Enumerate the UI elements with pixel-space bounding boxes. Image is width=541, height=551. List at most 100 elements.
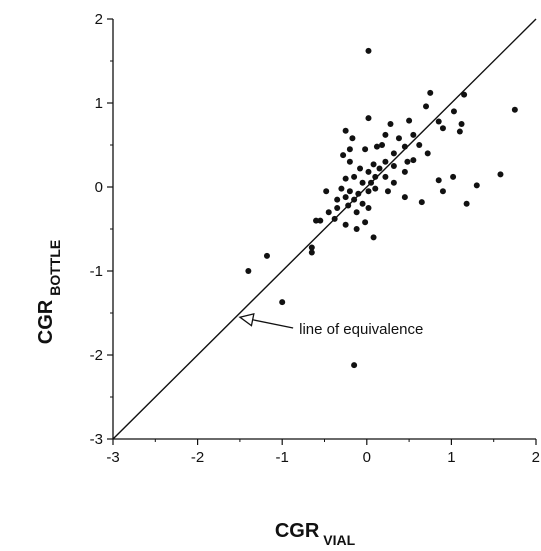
data-point xyxy=(340,152,347,159)
data-point xyxy=(342,127,349,134)
data-point xyxy=(387,121,394,127)
data-point xyxy=(346,158,353,165)
y-tick-label: 1 xyxy=(95,95,103,112)
data-point xyxy=(351,196,358,203)
data-point xyxy=(390,163,397,169)
data-point xyxy=(365,47,372,54)
data-point xyxy=(365,115,372,122)
data-point xyxy=(376,165,383,172)
data-point xyxy=(463,200,470,207)
data-point xyxy=(473,182,480,189)
data-point xyxy=(365,168,372,175)
data-point xyxy=(245,268,252,274)
data-point xyxy=(450,108,457,115)
data-point xyxy=(359,200,366,207)
data-point xyxy=(423,103,430,110)
data-point xyxy=(410,131,417,138)
data-point xyxy=(458,121,465,127)
data-point xyxy=(439,188,446,195)
data-point xyxy=(362,146,369,153)
data-point xyxy=(359,179,366,186)
x-axis-title-sub: VIAL xyxy=(323,532,355,548)
data-point xyxy=(456,128,463,135)
data-point xyxy=(351,362,358,369)
data-point xyxy=(342,221,349,228)
data-point xyxy=(382,173,389,180)
annotation: line of equivalence xyxy=(238,313,423,338)
x-axis-title-main: CGR xyxy=(275,520,320,542)
x-tick-label: 0 xyxy=(363,449,371,466)
data-point xyxy=(331,215,338,222)
data-point xyxy=(404,158,411,165)
data-point xyxy=(313,217,320,224)
data-point xyxy=(342,175,349,182)
data-point xyxy=(342,194,349,201)
y-axis-title-main: CGR xyxy=(35,299,57,344)
line-of-equivalence xyxy=(112,18,537,440)
annotation-arrow-head xyxy=(238,313,255,327)
data-point xyxy=(372,185,379,192)
data-point xyxy=(334,196,341,203)
data-point xyxy=(382,131,389,138)
data-point xyxy=(424,150,431,157)
data-point xyxy=(323,188,330,195)
data-point xyxy=(384,188,391,195)
y-tick-label: -1 xyxy=(90,263,103,280)
annotation-arrow-shaft xyxy=(252,319,294,329)
y-tick-label: -2 xyxy=(90,347,103,364)
data-points xyxy=(245,47,518,369)
y-tick-label: 2 xyxy=(95,11,103,28)
data-point xyxy=(365,188,372,195)
data-point xyxy=(349,135,356,142)
data-point xyxy=(308,249,315,256)
data-point xyxy=(325,209,332,216)
data-point xyxy=(345,202,352,209)
data-point xyxy=(355,190,362,197)
data-point xyxy=(418,199,425,206)
data-point xyxy=(450,173,457,180)
data-point xyxy=(390,150,397,157)
data-point xyxy=(401,143,408,150)
data-point xyxy=(317,217,324,224)
data-point xyxy=(395,135,402,142)
y-axis-title-sub: BOTTLE xyxy=(47,240,63,296)
data-point xyxy=(308,244,315,251)
data-point xyxy=(435,177,442,184)
data-point xyxy=(370,161,377,168)
y-tick-label: -3 xyxy=(90,431,103,448)
data-point xyxy=(334,205,341,211)
y-axis-title: CGR BOTTLE xyxy=(35,240,63,344)
data-point xyxy=(497,171,504,178)
data-point xyxy=(362,219,369,226)
data-point xyxy=(382,158,389,165)
data-point xyxy=(416,142,423,148)
x-axis-title: CGR VIAL xyxy=(275,520,356,548)
data-point xyxy=(263,252,270,259)
data-point xyxy=(368,179,375,186)
annotation-text: line of equivalence xyxy=(299,321,423,338)
data-point xyxy=(435,118,442,125)
equivalence-line xyxy=(112,18,537,440)
data-point xyxy=(401,168,408,175)
y-tick-label: 0 xyxy=(95,179,103,196)
data-point xyxy=(346,188,353,195)
data-point xyxy=(353,209,360,216)
x-tick-label: 2 xyxy=(532,449,540,466)
data-point xyxy=(373,143,380,150)
data-point xyxy=(401,194,408,201)
data-point xyxy=(372,173,379,180)
tick-marks xyxy=(107,18,537,445)
data-point xyxy=(351,173,358,180)
tick-labels: -3 -2 -1 0 1 2 -3 -2 -1 0 1 2 xyxy=(90,11,540,466)
data-point xyxy=(353,226,360,232)
x-tick-label: 1 xyxy=(447,449,455,466)
data-point xyxy=(461,91,468,98)
data-point xyxy=(410,157,417,164)
data-point xyxy=(338,185,345,192)
data-point xyxy=(346,146,353,153)
data-point xyxy=(439,125,446,132)
data-point xyxy=(427,89,434,96)
x-tick-label: -1 xyxy=(276,449,289,466)
data-point xyxy=(379,142,386,148)
